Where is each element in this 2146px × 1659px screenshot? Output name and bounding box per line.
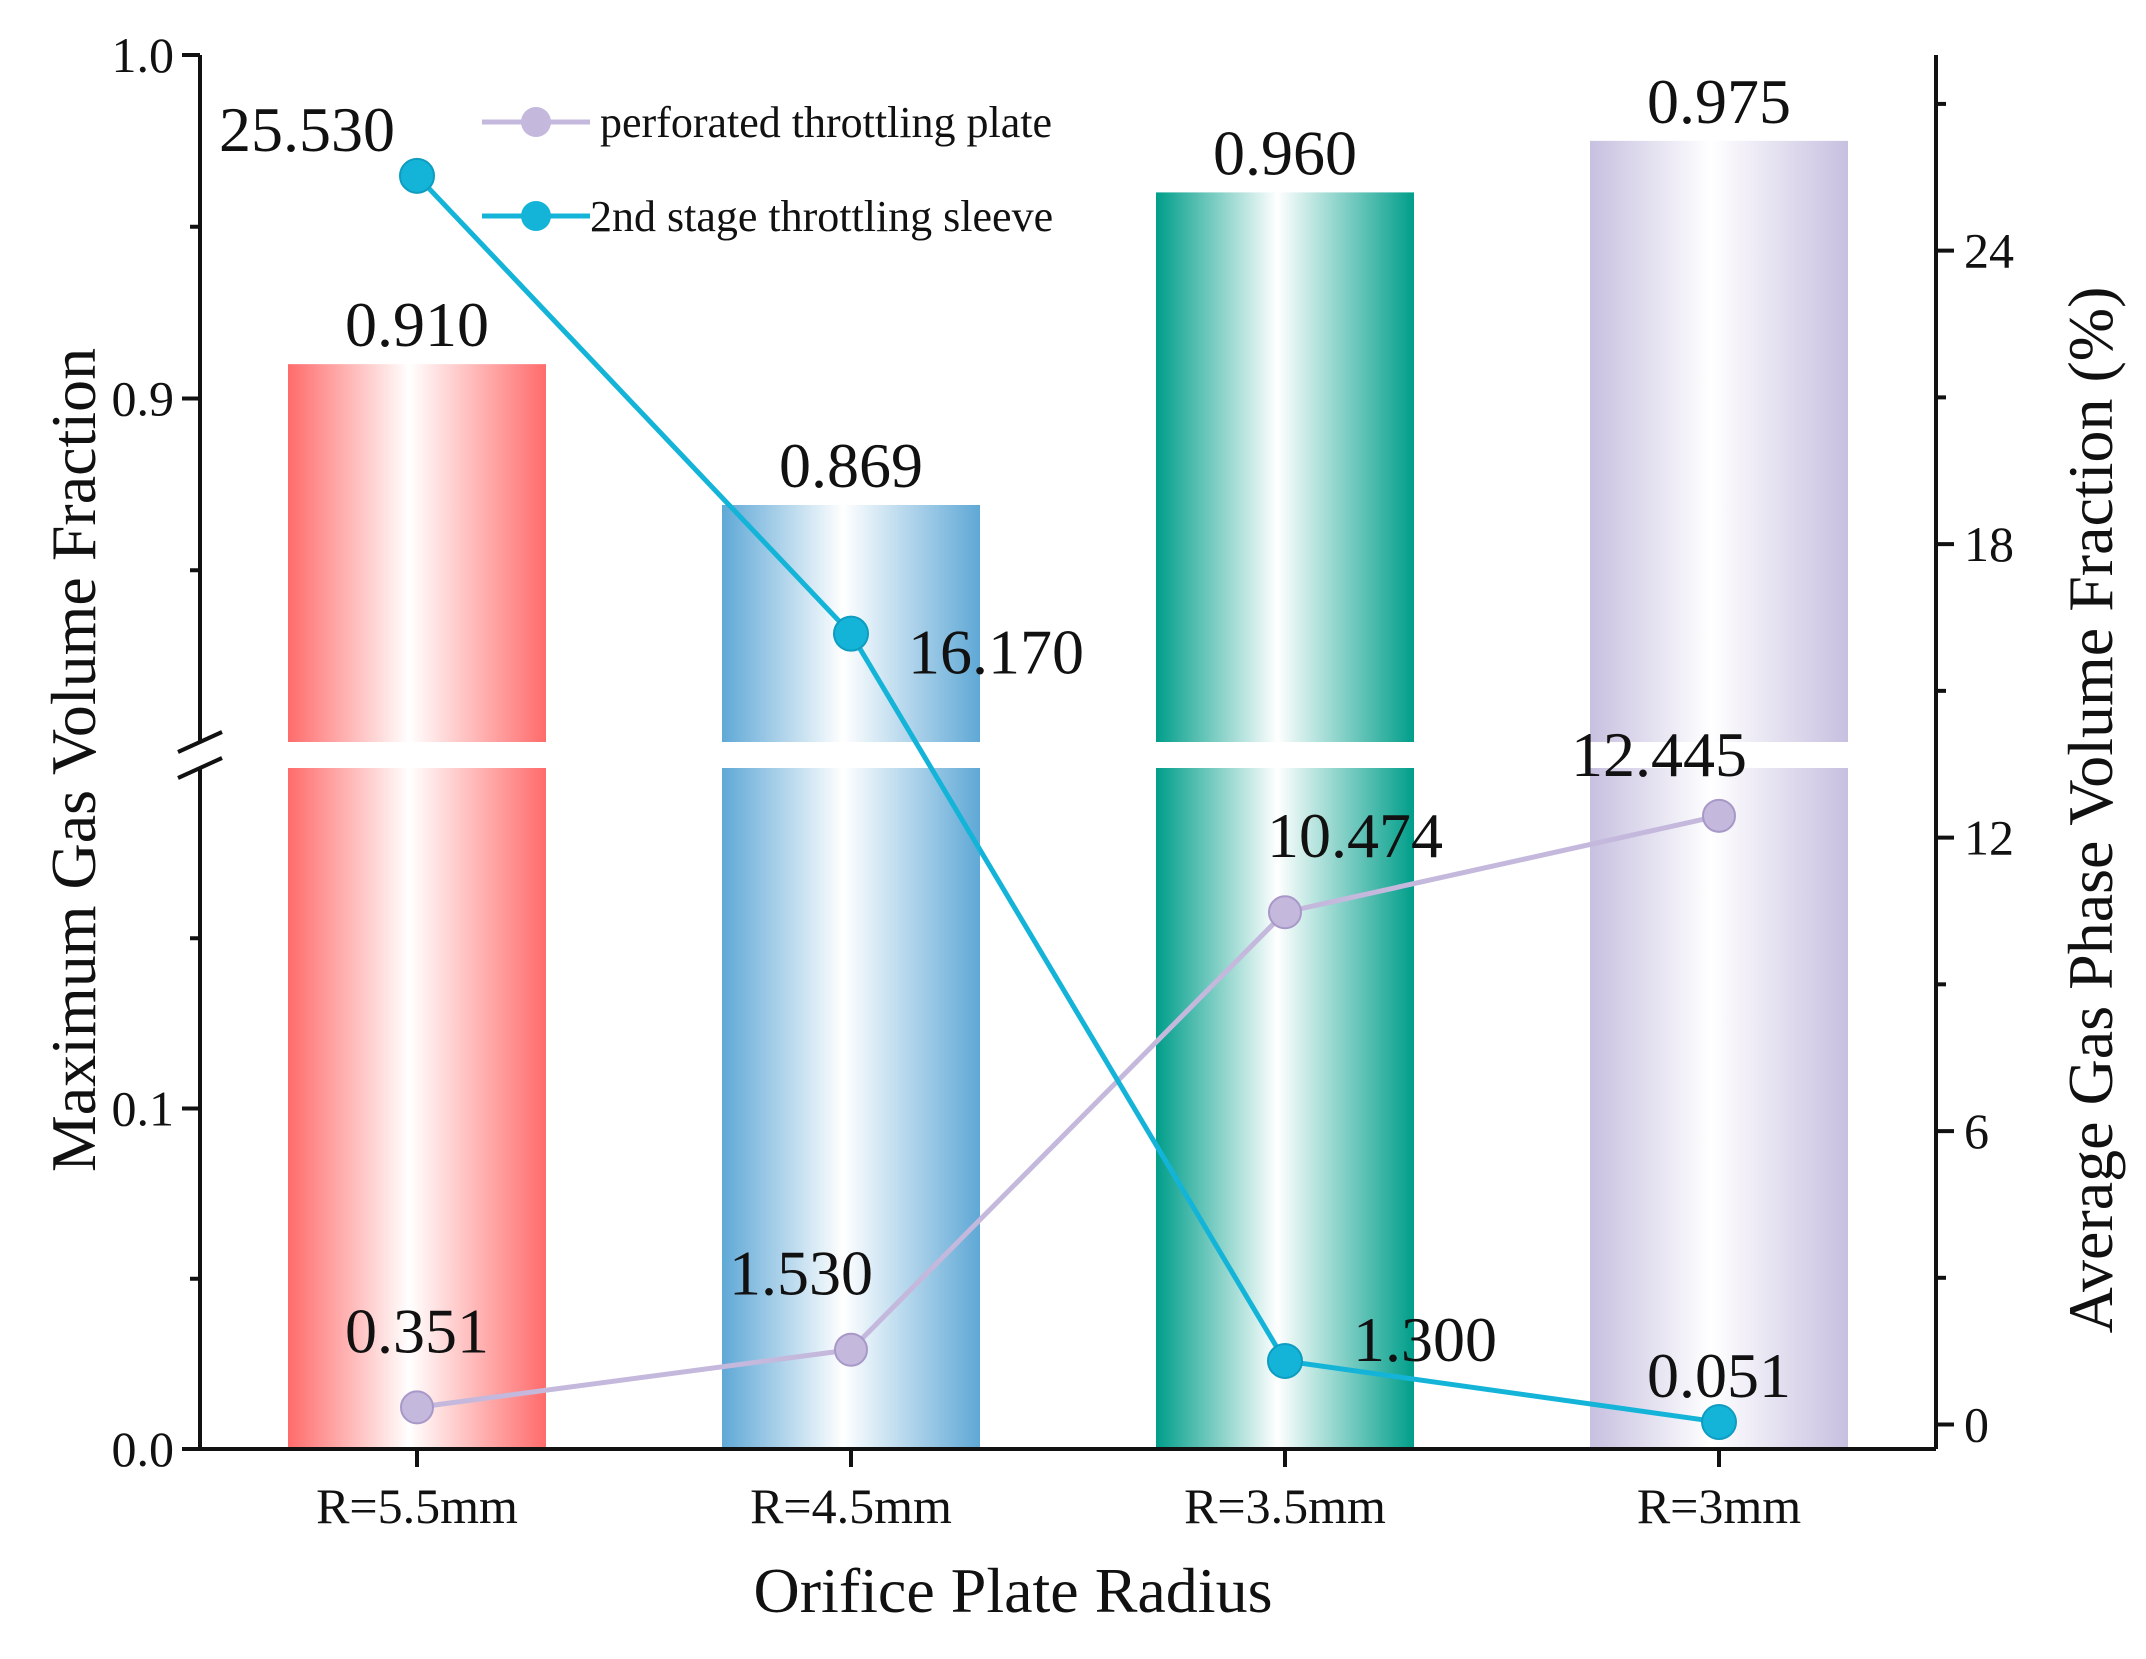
axes-layer: 0.0 0.1 0.9 1.0 0 6 12 18 24 R=5.5mm R=4.5mm R=3.5m…: [112, 27, 2015, 1534]
bar-value-label-0: 0.910: [345, 289, 489, 360]
series-line-1: [415, 174, 1720, 1425]
series-value-label-1-2: 1.300: [1353, 1304, 1497, 1375]
bar-lower-3: [1590, 768, 1848, 1449]
legend-label-perforated: perforated throttling plate: [600, 98, 1052, 147]
series-value-label-1-0: 25.530: [219, 94, 395, 165]
series-point-1-2: [1267, 1342, 1303, 1379]
bars-layer: [288, 140, 1848, 1449]
x-tick-label-1: R=4.5mm: [750, 1478, 952, 1534]
bar-value-label-3: 0.975: [1647, 66, 1791, 137]
series-point-1-1: [833, 615, 869, 652]
series-value-label-0-1: 1.530: [729, 1238, 873, 1309]
left-tick-label: 0.1: [112, 1081, 175, 1137]
x-tick-label-0: R=5.5mm: [316, 1478, 518, 1534]
series-point-0-0: [400, 1390, 434, 1425]
series-point-0-1: [834, 1332, 868, 1367]
series-point-0-3: [1702, 798, 1736, 833]
x-axis-title: Orifice Plate Radius: [754, 1555, 1273, 1626]
right-tick-label: 0: [1964, 1397, 1989, 1453]
legend: perforated throttling plate 2nd stage th…: [482, 98, 1053, 241]
axis-break-mark: [177, 730, 223, 754]
series-value-label-0-0: 0.351: [345, 1295, 489, 1366]
left-tick-label: 1.0: [112, 27, 175, 83]
bar-value-label-1: 0.869: [779, 430, 923, 501]
right-tick-label: 18: [1964, 516, 2014, 572]
left-tick-label: 0.0: [112, 1421, 175, 1477]
right-tick-label: 12: [1964, 810, 2014, 866]
lines-layer: [399, 157, 1737, 1441]
series-point-1-3: [1701, 1404, 1737, 1441]
legend-marker-perforated: [521, 107, 551, 137]
series-value-label-0-3: 12.445: [1571, 719, 1747, 790]
bar-upper-2: [1156, 192, 1414, 742]
series-value-label-0-2: 10.474: [1267, 800, 1443, 871]
axis-break-mark: [177, 756, 223, 780]
series-line-0: [416, 813, 1720, 1410]
bar-lower-0: [288, 768, 546, 1449]
series-point-0-2: [1268, 895, 1302, 930]
legend-marker-sleeve: [521, 201, 551, 231]
series-point-1-0: [399, 157, 435, 194]
bar-value-label-2: 0.960: [1213, 117, 1357, 188]
bar-lower-2: [1156, 768, 1414, 1449]
right-tick-label: 6: [1964, 1103, 1989, 1159]
x-tick-label-3: R=3mm: [1637, 1478, 1801, 1534]
left-axis-title: Maximum Gas Volume Fraction: [38, 348, 109, 1172]
bar-upper-0: [288, 364, 546, 742]
right-tick-label: 24: [1964, 223, 2014, 279]
legend-label-sleeve: 2nd stage throttling sleeve: [590, 192, 1053, 241]
series-value-label-1-1: 16.170: [908, 617, 1084, 688]
bar-upper-3: [1590, 140, 1848, 742]
labels-layer: 0.910 0.869 0.960 0.975 0.351 1.530 10.474 12.4…: [219, 66, 1791, 1411]
x-tick-label-2: R=3.5mm: [1184, 1478, 1386, 1534]
series-value-label-1-3: 0.051: [1647, 1340, 1791, 1411]
left-tick-label: 0.9: [112, 371, 175, 427]
right-axis-title: Average Gas Phase Volume Fraction (%): [2055, 287, 2126, 1334]
